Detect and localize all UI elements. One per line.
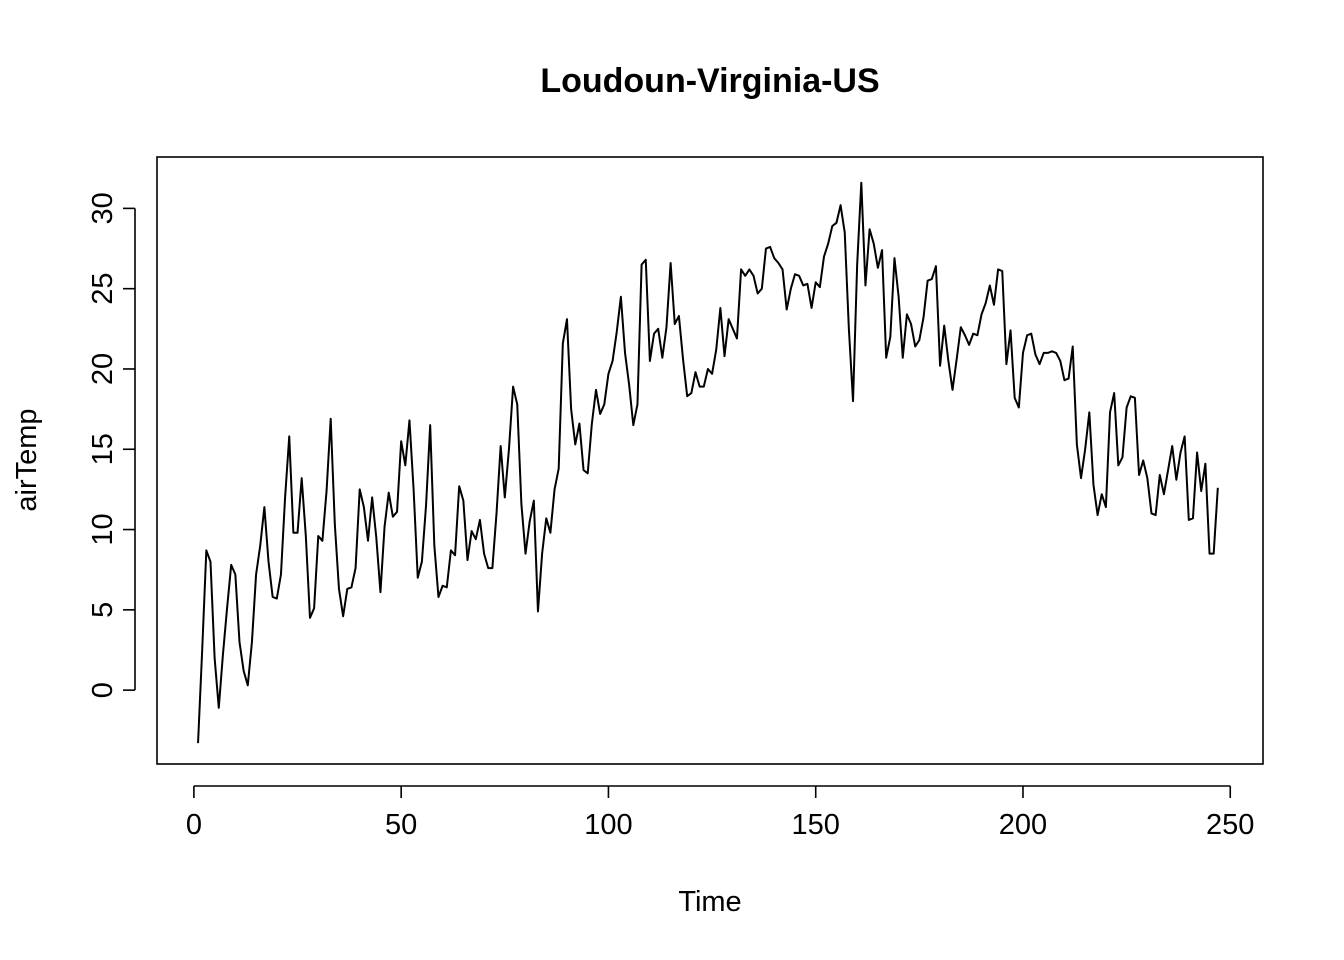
y-tick-label: 5 <box>87 602 119 618</box>
y-tick-label: 20 <box>87 353 119 385</box>
x-tick-label: 50 <box>385 809 417 841</box>
x-tick-label: 0 <box>186 809 202 841</box>
y-tick-label: 25 <box>87 273 119 305</box>
y-axis-label: airTemp <box>11 408 43 511</box>
x-tick-label: 200 <box>999 809 1047 841</box>
y-tick-label: 10 <box>87 513 119 545</box>
series-layer <box>197 181 1219 744</box>
y-tick-label: 0 <box>87 682 119 698</box>
plot-frame <box>156 156 1264 765</box>
x-tick-label: 250 <box>1206 809 1254 841</box>
series-line <box>197 181 1219 744</box>
x-axis-label: Time <box>678 886 741 918</box>
y-tick-label: 30 <box>87 192 119 224</box>
y-axis: 0 5 10 15 20 25 30 <box>87 192 136 698</box>
y-tick-label: 15 <box>87 433 119 465</box>
x-axis: 0 50 100 150 200 250 <box>186 785 1254 841</box>
x-tick-label: 100 <box>584 809 632 841</box>
chart-title: Loudoun-Virginia-US <box>540 62 879 100</box>
x-tick-label: 150 <box>792 809 840 841</box>
